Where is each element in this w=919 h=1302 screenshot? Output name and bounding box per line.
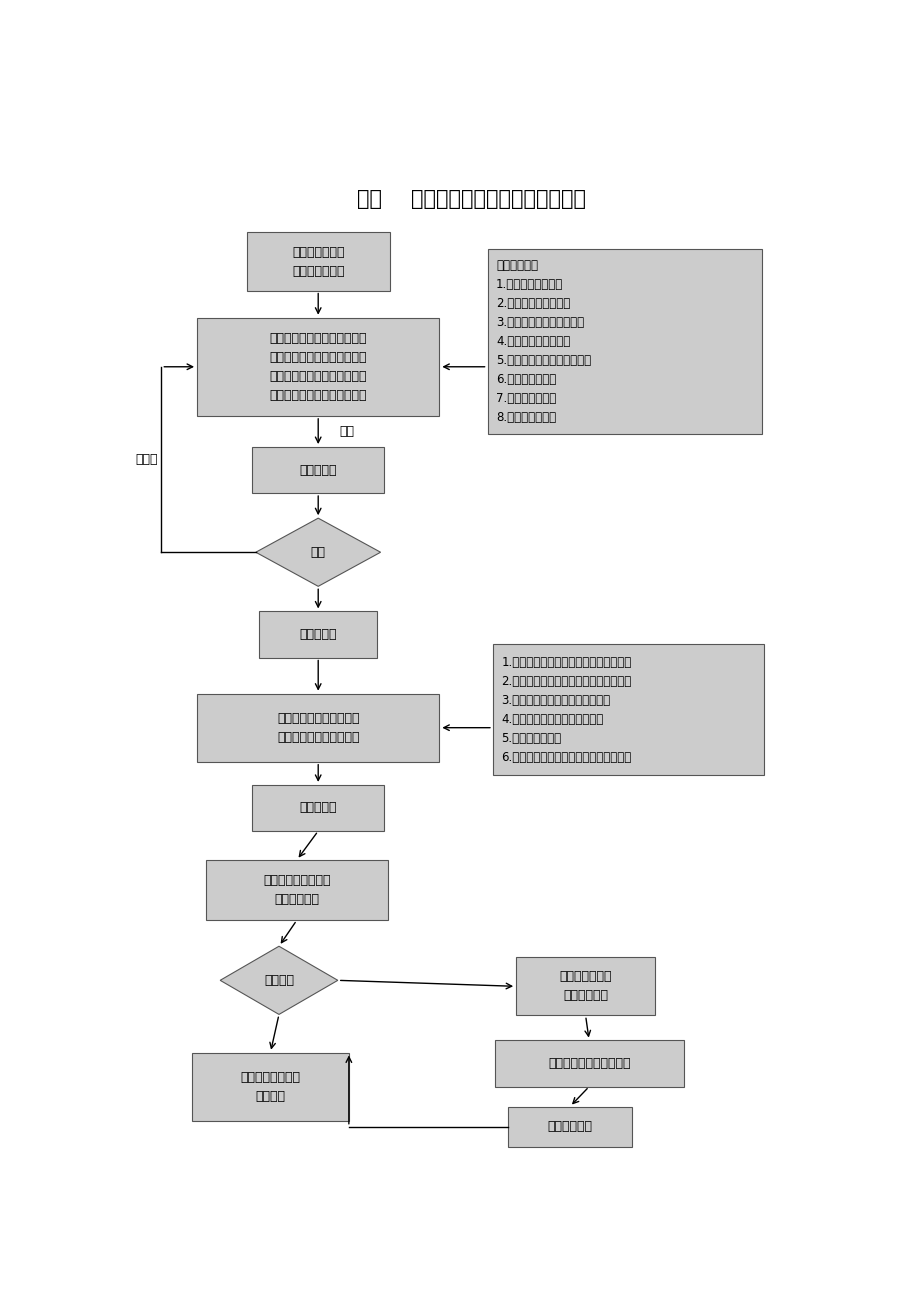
FancyBboxPatch shape (487, 249, 761, 435)
FancyBboxPatch shape (494, 1040, 683, 1087)
Text: 图一    施工阶段工程进度监理工作流程: 图一 施工阶段工程进度监理工作流程 (357, 189, 585, 210)
Text: 审查: 审查 (311, 546, 325, 559)
Text: 进行计划进度与实际
完成值的检查: 进行计划进度与实际 完成值的检查 (263, 874, 330, 906)
Text: 同意: 同意 (339, 424, 354, 437)
Text: 上报监理部: 上报监理部 (299, 464, 336, 477)
Text: 报监理部批准: 报监理部批准 (547, 1120, 592, 1133)
Text: 上报监理部: 上报监理部 (299, 802, 336, 814)
FancyBboxPatch shape (252, 447, 384, 493)
FancyBboxPatch shape (507, 1107, 631, 1147)
Polygon shape (255, 518, 380, 586)
Text: 承包人编制施工总进度计划或
根据批准的施工总进度计划编
制阶段性的（年度、月度和单
项关键工程）的施工进度计划: 承包人编制施工总进度计划或 根据批准的施工总进度计划编 制阶段性的（年度、月度和… (269, 332, 367, 402)
FancyBboxPatch shape (252, 785, 384, 831)
FancyBboxPatch shape (197, 318, 439, 415)
FancyBboxPatch shape (493, 644, 763, 775)
Text: 业主与承包人签
订施工承包合同: 业主与承包人签 订施工承包合同 (291, 246, 344, 277)
FancyBboxPatch shape (246, 233, 389, 290)
Text: 承包人按月编制实际工程
进展情况报告及下月进度: 承包人按月编制实际工程 进展情况报告及下月进度 (277, 712, 359, 743)
FancyBboxPatch shape (192, 1052, 348, 1121)
Text: 指定承包人修改
施工进度计划: 指定承包人修改 施工进度计划 (559, 970, 611, 1003)
FancyBboxPatch shape (206, 861, 387, 921)
Text: 承包人修改施工进度计划: 承包人修改施工进度计划 (548, 1057, 630, 1070)
Text: 内容应附有：
1.主要劳动力计划；
2.主要材料进场计划；
3.只要机械设备进场计划；
4.施工准备工作计划；
5.临时设施、临时占地计划；
6.现金流量计划；: 内容应附有： 1.主要劳动力计划； 2.主要材料进场计划； 3.只要机械设备进场… (495, 259, 591, 424)
Text: 两者对比: 两者对比 (264, 974, 294, 987)
Text: 1.当月（年）计划完成工程量、工作量；
2.当月（年）实际完成工程量、工作量；
3.累计计划完成数和实际完成数；
4.计划提前或拖后的原因分析；
5.拟采取的对: 1.当月（年）计划完成工程量、工作量； 2.当月（年）实际完成工程量、工作量； … (501, 656, 631, 764)
Text: 不同意: 不同意 (135, 453, 158, 466)
Polygon shape (220, 947, 337, 1014)
FancyBboxPatch shape (259, 612, 377, 658)
FancyBboxPatch shape (516, 957, 654, 1016)
Text: 批准、实施: 批准、实施 (299, 628, 336, 641)
FancyBboxPatch shape (197, 694, 439, 762)
Text: 继续执行计划直到
工程竣工: 继续执行计划直到 工程竣工 (240, 1070, 301, 1103)
